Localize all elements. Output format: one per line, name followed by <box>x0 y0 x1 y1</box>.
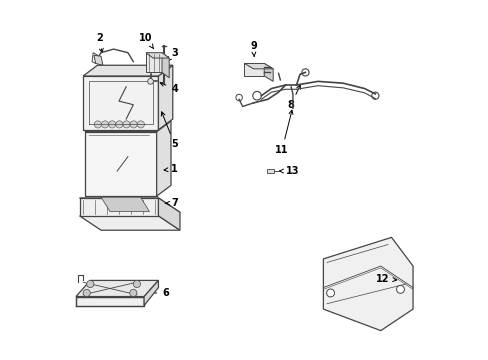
Polygon shape <box>156 121 171 196</box>
Circle shape <box>101 121 108 128</box>
Polygon shape <box>94 55 102 65</box>
Polygon shape <box>244 63 273 69</box>
Text: 7: 7 <box>165 198 178 208</box>
Text: 12: 12 <box>375 274 396 284</box>
Text: 4: 4 <box>160 82 178 94</box>
Polygon shape <box>83 76 158 130</box>
Polygon shape <box>80 198 158 216</box>
Circle shape <box>108 121 116 128</box>
Polygon shape <box>101 197 149 212</box>
Text: 8: 8 <box>287 85 300 110</box>
Text: 9: 9 <box>249 41 256 56</box>
Text: 11: 11 <box>275 110 292 154</box>
Polygon shape <box>76 297 144 306</box>
Polygon shape <box>144 280 158 306</box>
Polygon shape <box>83 65 172 76</box>
Polygon shape <box>323 237 412 330</box>
Text: 2: 2 <box>96 33 103 53</box>
Circle shape <box>122 121 130 128</box>
Text: 1: 1 <box>164 164 178 174</box>
Circle shape <box>137 121 144 128</box>
Circle shape <box>130 121 137 128</box>
Circle shape <box>129 289 137 297</box>
Polygon shape <box>158 198 180 230</box>
Circle shape <box>94 121 101 128</box>
Polygon shape <box>162 53 169 78</box>
Circle shape <box>133 280 140 288</box>
Circle shape <box>147 78 153 84</box>
Polygon shape <box>80 216 180 230</box>
Polygon shape <box>145 53 162 72</box>
Polygon shape <box>85 132 156 196</box>
Text: 5: 5 <box>161 112 178 149</box>
Text: 6: 6 <box>148 288 169 298</box>
Circle shape <box>396 285 404 293</box>
Polygon shape <box>145 53 169 58</box>
Circle shape <box>116 121 122 128</box>
Polygon shape <box>85 121 171 132</box>
Polygon shape <box>244 63 264 76</box>
Text: 3: 3 <box>167 48 178 61</box>
Circle shape <box>83 289 90 297</box>
Polygon shape <box>158 65 172 130</box>
Polygon shape <box>266 169 274 173</box>
Text: 10: 10 <box>139 33 153 49</box>
Polygon shape <box>76 280 158 297</box>
Text: 13: 13 <box>279 166 299 176</box>
Circle shape <box>326 289 334 297</box>
Circle shape <box>86 280 94 288</box>
Polygon shape <box>80 198 180 212</box>
Polygon shape <box>264 63 273 81</box>
